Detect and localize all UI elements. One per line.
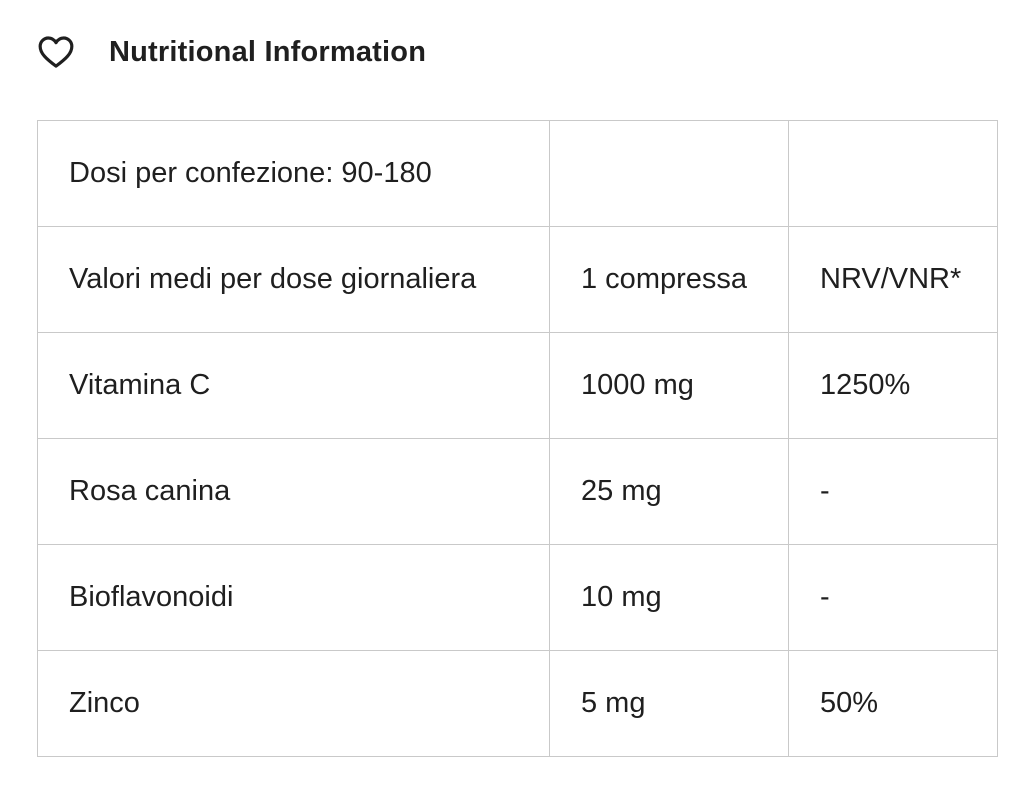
amount-cell: 1 compressa: [549, 226, 789, 333]
nrv-cell: -: [788, 438, 998, 545]
table-row: Bioflavonoidi 10 mg -: [37, 544, 998, 651]
nutrient-label-cell: Bioflavonoidi: [37, 544, 550, 651]
amount-cell: 1000 mg: [549, 332, 789, 439]
table-row: Dosi per confezione: 90-180: [37, 120, 998, 227]
table-row: Rosa canina 25 mg -: [37, 438, 998, 545]
nutrient-label-cell: Zinco: [37, 650, 550, 757]
nutrition-table: Dosi per confezione: 90-180 Valori medi …: [37, 120, 998, 757]
amount-cell: 10 mg: [549, 544, 789, 651]
nutrient-label-cell: Vitamina C: [37, 332, 550, 439]
nutrient-label-cell: Valori medi per dose giornaliera: [37, 226, 550, 333]
nutrient-label-cell: Dosi per confezione: 90-180: [37, 120, 550, 227]
nrv-cell: -: [788, 544, 998, 651]
nrv-cell: 50%: [788, 650, 998, 757]
amount-cell: 25 mg: [549, 438, 789, 545]
nrv-cell: NRV/VNR*: [788, 226, 998, 333]
nrv-cell: [788, 120, 998, 227]
heart-icon[interactable]: [36, 32, 76, 72]
amount-cell: [549, 120, 789, 227]
amount-cell: 5 mg: [549, 650, 789, 757]
nutrient-label-cell: Rosa canina: [37, 438, 550, 545]
section-header: Nutritional Information: [36, 30, 426, 74]
table-row: Valori medi per dose giornaliera 1 compr…: [37, 226, 998, 333]
section-title: Nutritional Information: [109, 35, 427, 68]
table-row: Zinco 5 mg 50%: [37, 650, 998, 757]
nrv-cell: 1250%: [788, 332, 998, 439]
table-row: Vitamina C 1000 mg 1250%: [37, 332, 998, 439]
